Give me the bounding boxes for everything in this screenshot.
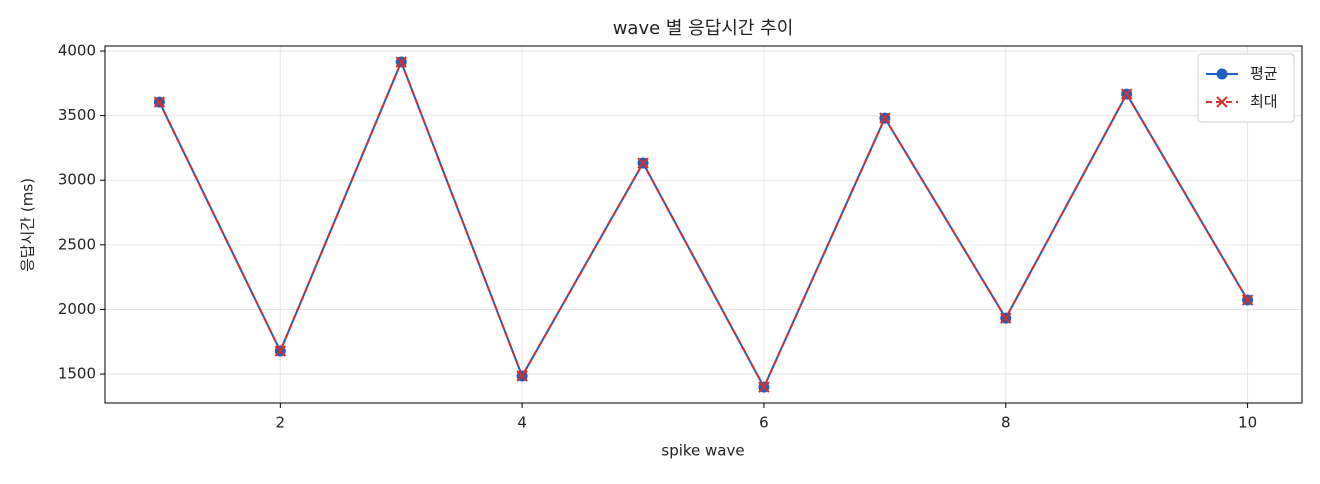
x-tick-label: 6 (759, 414, 769, 432)
y-tick-label: 2000 (58, 300, 96, 318)
marker (1216, 68, 1228, 80)
marker (395, 56, 407, 68)
marker (1120, 88, 1133, 100)
x-tick-label: 8 (1001, 414, 1011, 432)
marker (1000, 312, 1012, 324)
marker (516, 370, 528, 382)
plot-frame (104, 45, 1303, 404)
x-tick-label: 2 (276, 414, 286, 432)
chart-title: wave 별 응답시간 추이 (613, 18, 794, 39)
y-tick-label: 2500 (58, 235, 96, 253)
marker (1241, 294, 1254, 306)
marker (153, 96, 166, 108)
marker (879, 112, 891, 124)
x-tick-label: 4 (517, 414, 527, 432)
marker (274, 345, 287, 357)
marker (1216, 96, 1228, 108)
y-tick-label: 3000 (58, 171, 96, 189)
series-line (158, 59, 1249, 390)
y-tick-label: 4000 (58, 42, 96, 60)
y-tick-label: 3500 (58, 106, 96, 124)
y-tick-label: 1500 (58, 365, 96, 383)
series-line (158, 59, 1249, 390)
legend-label: 평균 (1250, 65, 1278, 83)
x-axis-label: spike wave (661, 442, 744, 460)
marker (637, 157, 649, 169)
y-axis-label: 응답시간 (ms) (19, 178, 37, 272)
legend-box (1197, 53, 1295, 123)
x-tick-label: 10 (1238, 414, 1257, 432)
marker (758, 381, 770, 393)
legend-label: 최대 (1250, 93, 1278, 111)
